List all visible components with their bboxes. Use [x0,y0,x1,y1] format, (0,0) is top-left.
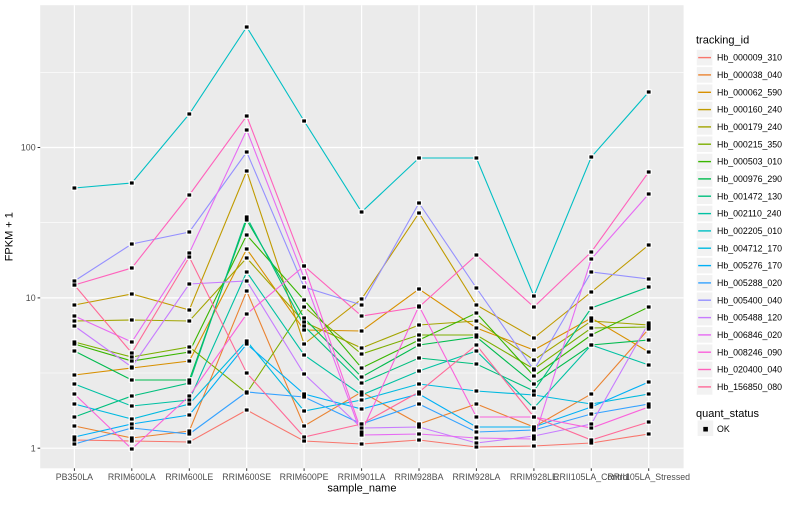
svg-text:100: 100 [21,143,36,153]
svg-text:Hb_005400_040: Hb_005400_040 [717,295,782,305]
svg-text:RRIM928LA: RRIM928LA [452,472,500,482]
svg-text:Hb_004712_170: Hb_004712_170 [717,243,782,253]
svg-text:RRIM928BA: RRIM928BA [395,472,444,482]
svg-text:RRIM600LE: RRIM600LE [165,472,213,482]
svg-text:Hb_005288_020: Hb_005288_020 [717,278,782,288]
svg-text:Hb_002110_240: Hb_002110_240 [717,209,782,219]
svg-text:10: 10 [26,293,36,303]
svg-text:Hb_000976_290: Hb_000976_290 [717,174,782,184]
svg-text:Hb_000160_240: Hb_000160_240 [717,105,782,115]
svg-text:Hb_000062_590: Hb_000062_590 [717,87,782,97]
svg-text:Hb_000038_040: Hb_000038_040 [717,70,782,80]
svg-text:Hb_156850_080: Hb_156850_080 [717,382,782,392]
svg-text:Hb_005488_120: Hb_005488_120 [717,313,782,323]
svg-text:RRII105LA_Control: RRII105LA_Control [553,472,629,482]
svg-text:RRIM928LE: RRIM928LE [510,472,558,482]
svg-text:Hb_008246_090: Hb_008246_090 [717,347,782,357]
svg-text:1: 1 [31,443,36,453]
svg-text:Hb_000009_310: Hb_000009_310 [717,53,782,63]
svg-text:RRIM901LA: RRIM901LA [338,472,386,482]
svg-text:Hb_000215_350: Hb_000215_350 [717,139,782,149]
svg-text:Hb_006846_020: Hb_006846_020 [717,330,782,340]
svg-text:Hb_001472_130: Hb_001472_130 [717,191,782,201]
svg-text:Hb_005276_170: Hb_005276_170 [717,261,782,271]
svg-text:quant_status: quant_status [696,408,759,420]
svg-text:sample_name: sample_name [327,483,396,495]
svg-text:Hb_002205_010: Hb_002205_010 [717,226,782,236]
svg-text:RRIM600SE: RRIM600SE [222,472,271,482]
svg-text:RRII105LA_Stressed: RRII105LA_Stressed [607,472,690,482]
svg-text:PB350LA: PB350LA [56,472,93,482]
svg-text:OK: OK [717,424,730,434]
svg-text:tracking_id: tracking_id [696,35,749,47]
svg-text:RRIM600LA: RRIM600LA [108,472,156,482]
svg-text:FPKM + 1: FPKM + 1 [4,212,16,261]
svg-text:Hb_000179_240: Hb_000179_240 [717,122,782,132]
svg-text:RRIM600PE: RRIM600PE [280,472,329,482]
svg-text:Hb_020400_040: Hb_020400_040 [717,365,782,375]
svg-text:Hb_000503_010: Hb_000503_010 [717,157,782,167]
